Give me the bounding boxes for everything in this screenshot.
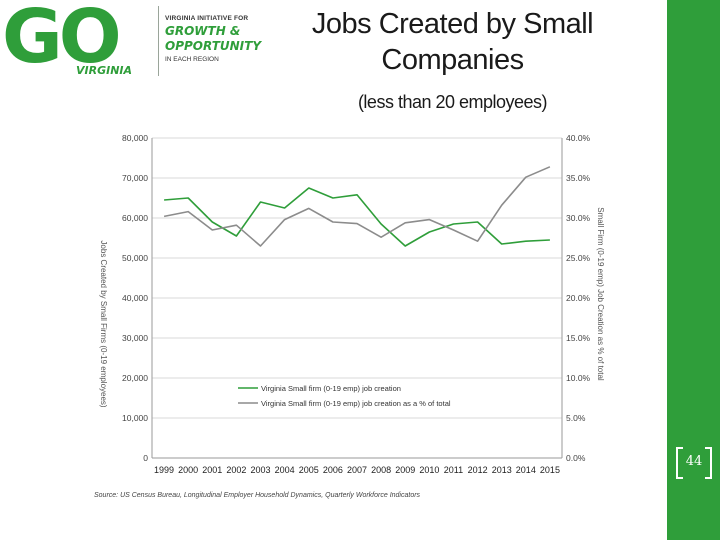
y-axis-right-label: Small Firm (0-19 emp) Job Creation as % …	[596, 207, 605, 381]
chart-legend: Virginia Small firm (0-19 emp) job creat…	[238, 384, 451, 408]
x-tick-label: 2002	[226, 465, 246, 475]
y-tick-right-label: 5.0%	[566, 413, 586, 423]
logo-growth-text: GROWTH &	[165, 24, 241, 38]
y-tick-right-label: 30.0%	[566, 213, 591, 223]
jobs-line-chart: 0 10,000 20,000 30,000 40,000 50,000 60,000 70,…	[90, 124, 606, 510]
x-tick-label: 2010	[419, 465, 439, 475]
chart-source-note: Source: US Census Bureau, Longitudinal E…	[94, 492, 421, 499]
series-line-job-creation-pct	[163, 166, 551, 247]
y-tick-left-label: 70,000	[122, 173, 148, 183]
logo-tagline-top: VIRGINIA INITIATIVE FOR	[165, 15, 249, 22]
slide-subtitle: (less than 20 employees)	[357, 92, 548, 112]
y-tick-right-label: 25.0%	[566, 253, 591, 263]
x-tick-label: 2007	[347, 465, 367, 475]
page-number-text: 44	[685, 453, 703, 469]
x-tick-label: 2006	[323, 465, 343, 475]
x-tick-label: 2001	[202, 465, 222, 475]
y-axis-left-label: Jobs Created by Small Firms (0-19 employ…	[99, 240, 108, 408]
x-tick-label: 2008	[371, 465, 391, 475]
x-tick-label: 2000	[178, 465, 198, 475]
logo-go-mark: GO	[2, 0, 122, 80]
y-tick-left-label: 30,000	[122, 333, 148, 343]
y-tick-left-label: 20,000	[122, 373, 148, 383]
y-tick-right-label: 40.0%	[566, 133, 591, 143]
y-tick-left-label: 10,000	[122, 413, 148, 423]
logo-opportunity-text: OPPORTUNITY	[165, 39, 262, 53]
go-virginia-logo: GO VIRGINIA VIRGINIA INITIATIVE FOR GROW…	[0, 0, 290, 90]
page-number: 44	[676, 447, 712, 479]
y-tick-left-label: 40,000	[122, 293, 148, 303]
x-tick-label: 2003	[251, 465, 271, 475]
x-tick-label: 1999	[154, 465, 174, 475]
y-tick-right-label: 20.0%	[566, 293, 591, 303]
legend-label-job-creation: Virginia Small firm (0-19 emp) job creat…	[261, 384, 401, 393]
y-tick-right-label: 35.0%	[566, 173, 591, 183]
x-tick-label: 2011	[444, 465, 463, 475]
y-tick-right-label: 15.0%	[566, 333, 591, 343]
y-tick-left-label: 50,000	[122, 253, 148, 263]
chart-background	[90, 124, 606, 510]
y-tick-left-label: 0	[143, 453, 148, 463]
x-tick-label: 2004	[275, 465, 295, 475]
legend-label-job-creation-pct: Virginia Small firm (0-19 emp) job creat…	[261, 399, 451, 408]
x-tick-label: 2009	[395, 465, 415, 475]
x-tick-label: 2005	[299, 465, 319, 475]
slide-title: Jobs Created by Small Companies	[311, 8, 594, 76]
x-tick-label: 2014	[516, 465, 536, 475]
y-tick-left-label: 60,000	[122, 213, 148, 223]
y-tick-right-label: 0.0%	[566, 453, 586, 463]
logo-virginia-text: VIRGINIA	[76, 64, 133, 77]
y-tick-right-label: 10.0%	[566, 373, 591, 383]
logo-divider	[158, 6, 159, 76]
x-tick-label: 2012	[468, 465, 488, 475]
x-tick-label: 2015	[540, 465, 560, 475]
y-tick-left-label: 80,000	[122, 133, 148, 143]
x-tick-label: 2013	[492, 465, 512, 475]
logo-tagline-bottom: IN EACH REGION	[165, 56, 219, 63]
